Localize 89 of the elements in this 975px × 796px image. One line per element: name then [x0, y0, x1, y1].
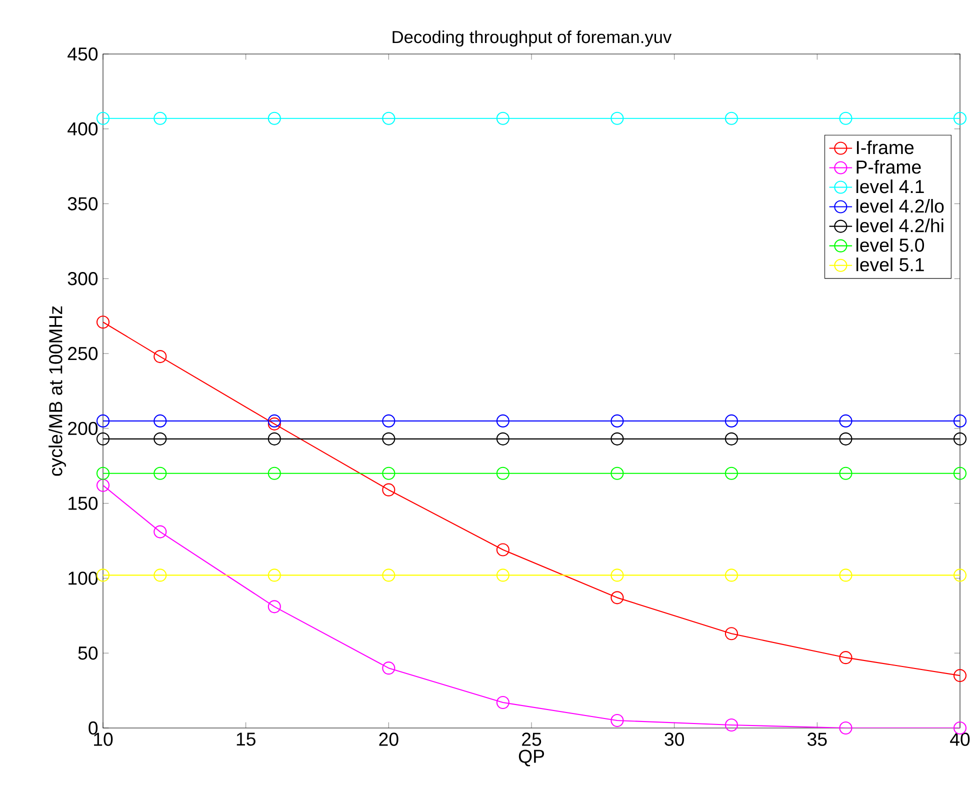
point: [96, 466, 110, 480]
point: [382, 432, 396, 446]
point: [839, 414, 852, 428]
y-tick-label: 300: [68, 272, 98, 286]
point: [839, 721, 852, 735]
y-tick-label: 200: [68, 422, 98, 436]
point: [953, 568, 967, 582]
x-tick-label: 10: [94, 732, 113, 746]
point: [154, 350, 167, 364]
point: [154, 432, 167, 446]
point: [610, 466, 624, 480]
point: [839, 466, 852, 480]
point: [610, 432, 624, 446]
point: [154, 568, 167, 582]
point: [96, 316, 110, 329]
y-tick-label: 150: [68, 496, 98, 510]
y-tick-label: 50: [78, 646, 98, 660]
x-axis-title: QP: [518, 750, 544, 766]
y-tick-label: 350: [68, 197, 98, 210]
point: [724, 627, 738, 640]
point: [382, 568, 396, 582]
point: [96, 478, 110, 492]
legend-label: I-frame: [856, 140, 914, 154]
point: [839, 568, 852, 582]
point: [839, 651, 852, 664]
point: [154, 466, 167, 480]
point: [953, 112, 967, 125]
point: [724, 466, 738, 480]
point: [953, 669, 967, 682]
y-tick-label: 400: [68, 122, 98, 136]
point: [268, 466, 281, 480]
point: [839, 432, 852, 446]
point: [953, 432, 967, 446]
chart-title: Decoding throughput of foreman.yuv: [392, 30, 672, 47]
point: [382, 662, 396, 675]
point: [724, 112, 738, 125]
x-tick-label: 30: [664, 732, 684, 746]
x-tick-label: 35: [807, 732, 827, 746]
point: [724, 414, 738, 428]
point: [268, 417, 281, 430]
y-axis-title: cycle/MB at 100MHz: [48, 306, 66, 476]
legend-label: level 5.0: [856, 238, 924, 252]
legend-label: P-frame: [856, 160, 921, 174]
point: [382, 112, 396, 125]
point: [268, 112, 281, 125]
point: [382, 466, 396, 480]
point: [96, 568, 110, 582]
y-tick-label: 450: [68, 47, 98, 61]
point: [724, 718, 738, 732]
point: [724, 432, 738, 446]
point: [96, 414, 110, 428]
point: [496, 112, 510, 125]
point: [496, 414, 510, 428]
point: [610, 714, 624, 728]
point: [154, 414, 167, 428]
point: [610, 112, 624, 125]
y-tick-label: 0: [88, 721, 98, 735]
y-tick-label: 250: [68, 346, 98, 360]
point: [96, 432, 110, 446]
legend-label: level 5.1: [856, 258, 924, 272]
point: [496, 432, 510, 446]
point: [96, 112, 110, 125]
point: [496, 696, 510, 710]
point: [953, 466, 967, 480]
x-tick-label: 40: [950, 732, 970, 746]
point: [839, 112, 852, 125]
legend-label: level 4.1: [856, 179, 924, 194]
point: [610, 414, 624, 428]
point: [496, 543, 510, 556]
legend-label: level 4.2/lo: [856, 199, 944, 213]
x-tick-label: 20: [379, 732, 398, 746]
point: [268, 600, 281, 614]
y-tick-label: 100: [68, 572, 98, 585]
point: [724, 568, 738, 582]
point: [610, 591, 624, 604]
point: [154, 525, 167, 538]
point: [268, 414, 281, 428]
point: [154, 112, 167, 125]
point: [953, 414, 967, 428]
x-tick-label: 25: [522, 732, 542, 746]
point: [382, 483, 396, 496]
point: [496, 466, 510, 480]
point: [610, 568, 624, 582]
point: [268, 568, 281, 582]
x-tick-label: 15: [236, 732, 256, 746]
point: [268, 432, 281, 446]
point: [496, 568, 510, 582]
point: [382, 414, 396, 428]
legend-label: level 4.2/hi: [856, 218, 944, 232]
